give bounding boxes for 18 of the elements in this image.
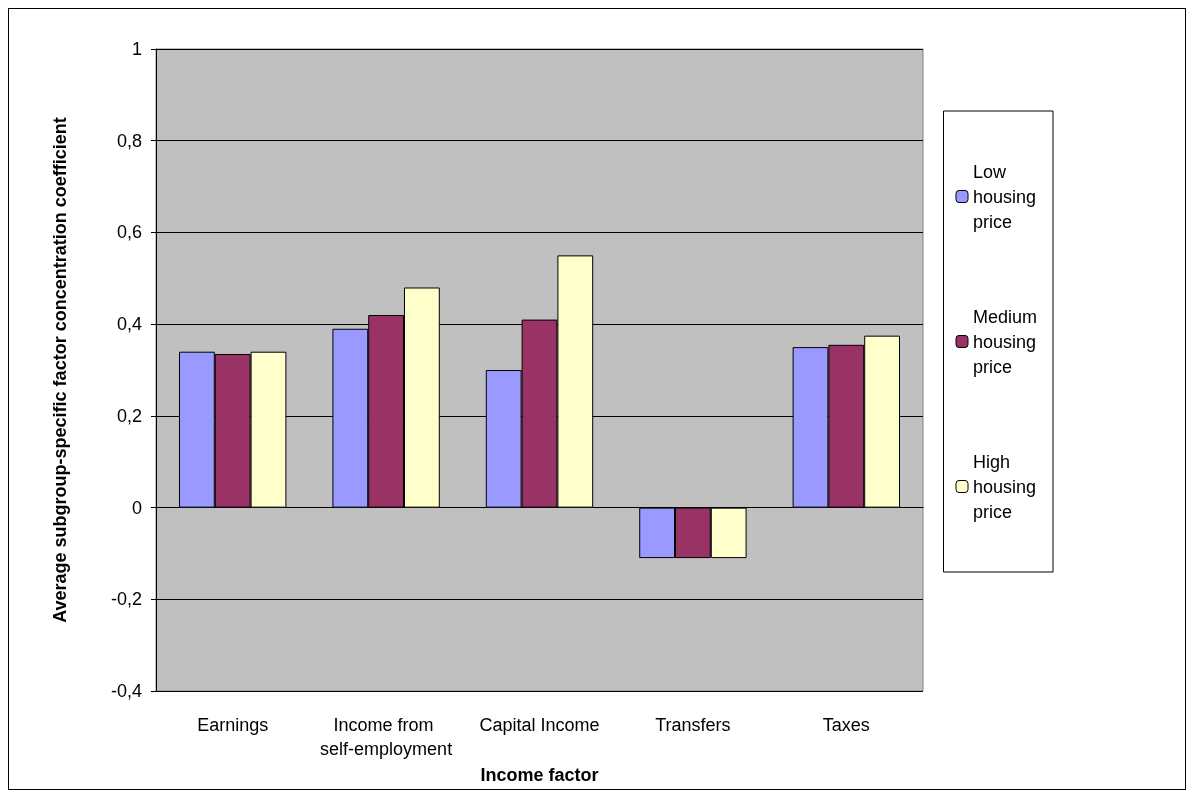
legend-label: High housing price [973, 451, 1037, 522]
y-tick-label: 0 [131, 497, 142, 518]
y-tick-label: 0,4 [116, 314, 142, 335]
x-tick-label: Income from self-employment [320, 715, 453, 760]
legend-label: Medium housing price [973, 306, 1038, 377]
y-tick-label: 0,8 [116, 130, 142, 151]
y-tick-label: 0,6 [116, 222, 142, 243]
y-tick-label: -0,2 [110, 589, 142, 610]
x-tick-label: Earnings [197, 715, 269, 736]
legend-label: Low housing price [973, 161, 1037, 232]
y-tick-label: 0,2 [116, 405, 142, 426]
x-axis-title: Income factor [480, 765, 599, 785]
y-tick-label: -0,4 [110, 681, 142, 702]
x-tick-label: Transfers [655, 715, 731, 736]
x-tick-label: Taxes [822, 715, 870, 736]
y-axis-title: Average subgroup-specific factor concentration coefficient [50, 117, 70, 623]
y-tick-label: 1 [131, 39, 142, 59]
x-tick-label: Capital Income [479, 715, 600, 736]
